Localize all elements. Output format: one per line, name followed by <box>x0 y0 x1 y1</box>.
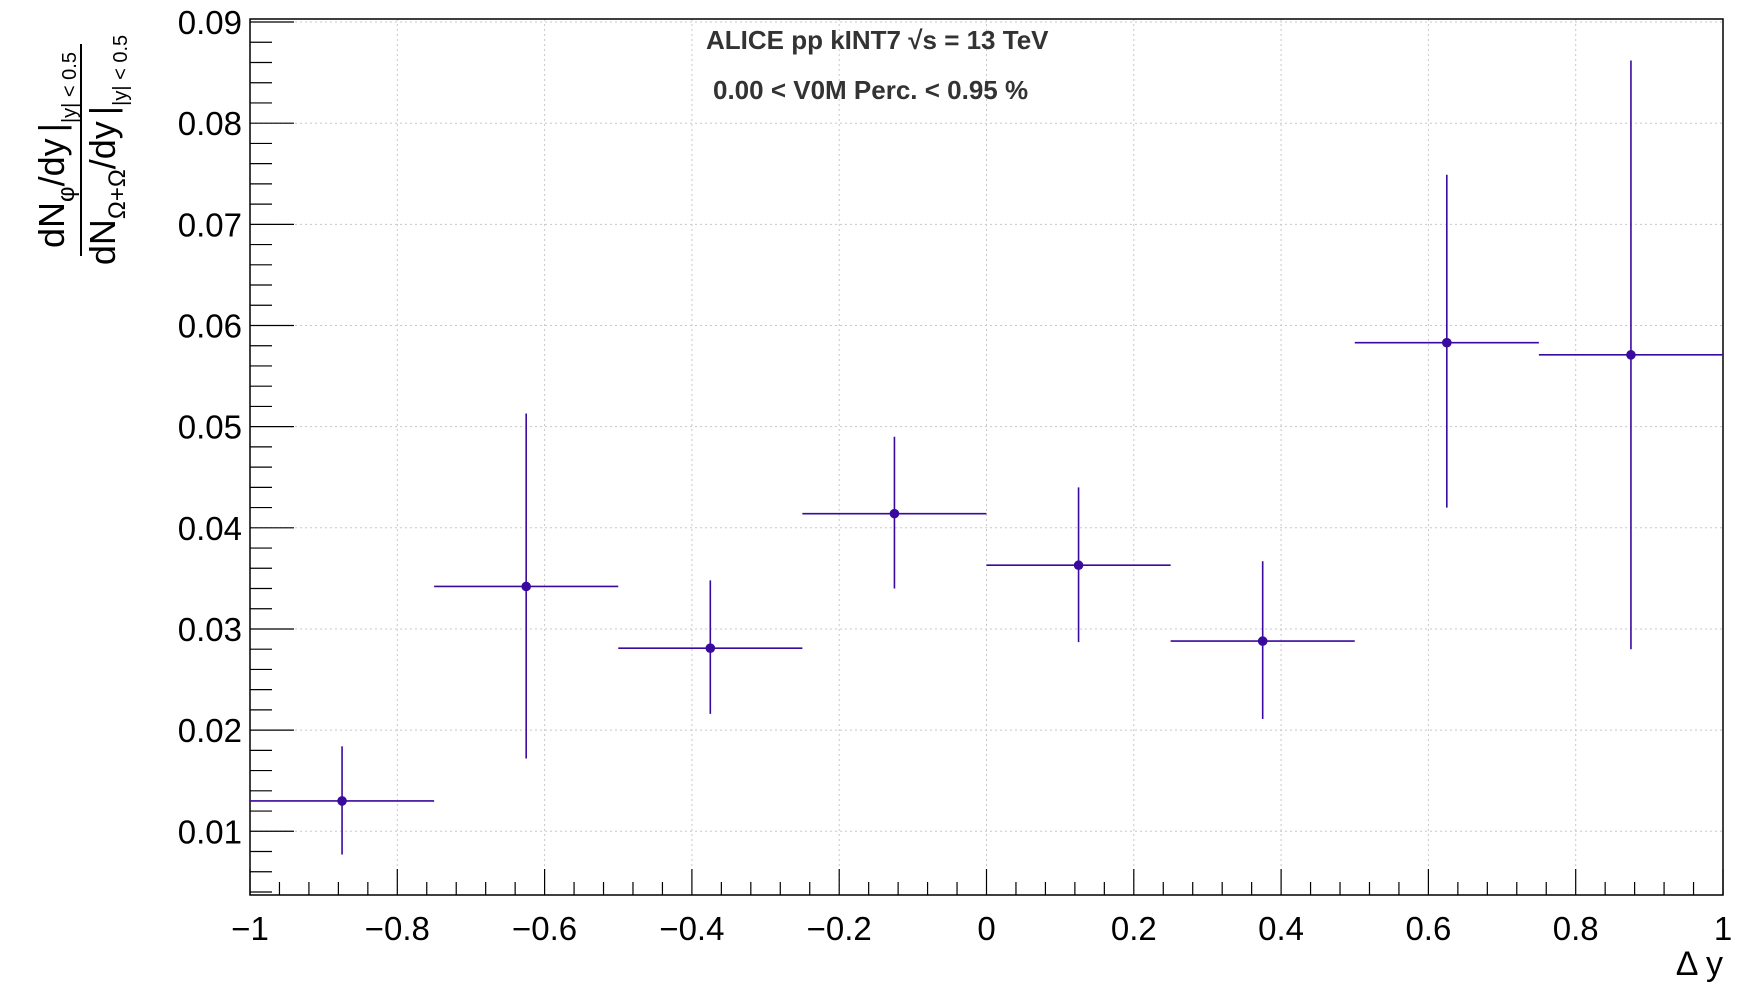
data-point <box>1170 561 1355 719</box>
svg-text:dNΩ+Ω/dy||y| < 0.5: dNΩ+Ω/dy||y| < 0.5 <box>82 35 132 265</box>
y-label-den-range: |y| < 0.5 <box>110 35 132 106</box>
y-label-num-range: |y| < 0.5 <box>59 52 81 123</box>
data-point <box>1354 174 1539 508</box>
y-tick-label: 0.02 <box>178 712 242 749</box>
data-point <box>618 580 803 714</box>
y-tick-label: 0.09 <box>178 4 242 41</box>
data-marker <box>1626 350 1636 360</box>
annotation-experiment: ALICE pp kINT7 √s = 13 TeV <box>706 25 1049 55</box>
data-point <box>1538 60 1723 650</box>
data-point <box>434 413 619 759</box>
x-tick-label: −0.2 <box>807 910 872 947</box>
y-tick-labels: 0.01 0.02 0.03 0.04 0.05 0.06 0.07 0.08 0.09 <box>178 4 242 850</box>
y-tick-label: 0.03 <box>178 611 242 648</box>
data-marker <box>1073 560 1084 571</box>
data-marker <box>337 796 347 806</box>
y-tick-label: 0.04 <box>178 510 242 547</box>
data-point <box>802 436 987 589</box>
data-point <box>250 746 435 855</box>
x-tick-label: −1 <box>231 910 269 947</box>
y-axis-label: dNφ/dy||y| < 0.5 dNΩ+Ω/dy||y| < 0.5 <box>31 35 132 265</box>
x-tick-label: −0.8 <box>365 910 430 947</box>
x-tick-label: 0.8 <box>1553 910 1599 947</box>
data-point <box>986 487 1171 643</box>
data-marker <box>705 643 716 653</box>
svg-text:dNφ/dy||y| < 0.5: dNφ/dy||y| < 0.5 <box>31 52 81 248</box>
x-tick-label: −0.6 <box>512 910 577 947</box>
x-axis-label: Δ y <box>1676 945 1723 983</box>
y-tick-label: 0.01 <box>178 813 242 850</box>
x-tick-label: −0.4 <box>659 910 724 947</box>
annotation-multiplicity: 0.00 < V0M Perc. < 0.95 % <box>713 75 1028 105</box>
y-label-den-sub: Ω+Ω <box>104 169 131 219</box>
y-label-den-tail: /dy <box>82 121 123 169</box>
x-tick-label: 0.2 <box>1111 910 1157 947</box>
data-marker <box>889 508 900 519</box>
y-label-num-tail: /dy <box>31 138 72 186</box>
x-tick-label: 1 <box>1714 910 1732 947</box>
data-marker <box>1257 636 1268 646</box>
y-tick-label: 0.05 <box>178 409 242 446</box>
x-tick-label: 0 <box>977 910 995 947</box>
x-tick-label: 0.4 <box>1258 910 1304 947</box>
data-points <box>250 60 1723 855</box>
data-marker <box>1442 337 1452 348</box>
y-label-num-main: dN <box>31 202 72 248</box>
x-tick-labels: −1 −0.8 −0.6 −0.4 −0.2 0 0.2 0.4 0.6 0.8 1 <box>231 910 1732 947</box>
data-marker <box>521 581 531 592</box>
y-tick-label: 0.07 <box>178 206 242 243</box>
x-tick-label: 0.6 <box>1405 910 1451 947</box>
y-tick-label: 0.08 <box>178 105 242 142</box>
grid-lines <box>250 19 1723 895</box>
y-tick-label: 0.06 <box>178 307 242 344</box>
plot-frame <box>249 18 1724 896</box>
y-label-num-sub: φ <box>53 186 80 202</box>
y-label-den-main: dN <box>82 219 123 265</box>
